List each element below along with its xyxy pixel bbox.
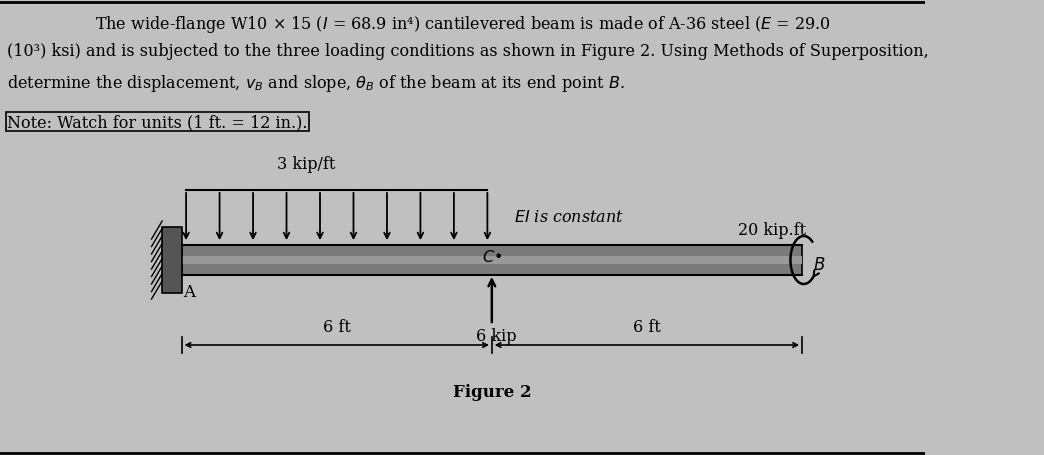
Text: $B$: $B$ — [812, 257, 825, 274]
Text: The wide-flange W10 × 15 ($I$ = 68.9 in⁴) cantilevered beam is made of A-36 stee: The wide-flange W10 × 15 ($I$ = 68.9 in⁴… — [95, 14, 830, 35]
Text: 20 kip.ft: 20 kip.ft — [738, 222, 806, 239]
Bar — [182, 245, 802, 275]
Text: 3 kip/ft: 3 kip/ft — [277, 156, 335, 172]
Text: determine the displacement, $v_B$ and slope, $\theta_B$ of the beam at its end p: determine the displacement, $v_B$ and sl… — [7, 73, 624, 94]
Text: A: A — [184, 283, 195, 300]
Text: Figure 2: Figure 2 — [452, 383, 531, 400]
Text: 6 ft: 6 ft — [323, 318, 351, 335]
Text: (10³) ksi) and is subjected to the three loading conditions as shown in Figure 2: (10³) ksi) and is subjected to the three… — [7, 43, 929, 60]
Text: 6 ft: 6 ft — [633, 318, 661, 335]
Bar — [182, 257, 802, 264]
Text: $EI$ is constant: $EI$ is constant — [514, 209, 624, 226]
Text: $C$•: $C$• — [481, 249, 502, 266]
Bar — [162, 228, 182, 293]
Text: Note: Watch for units (1 ft. = 12 in.).: Note: Watch for units (1 ft. = 12 in.). — [7, 114, 308, 131]
Text: 6 kip: 6 kip — [476, 327, 517, 344]
